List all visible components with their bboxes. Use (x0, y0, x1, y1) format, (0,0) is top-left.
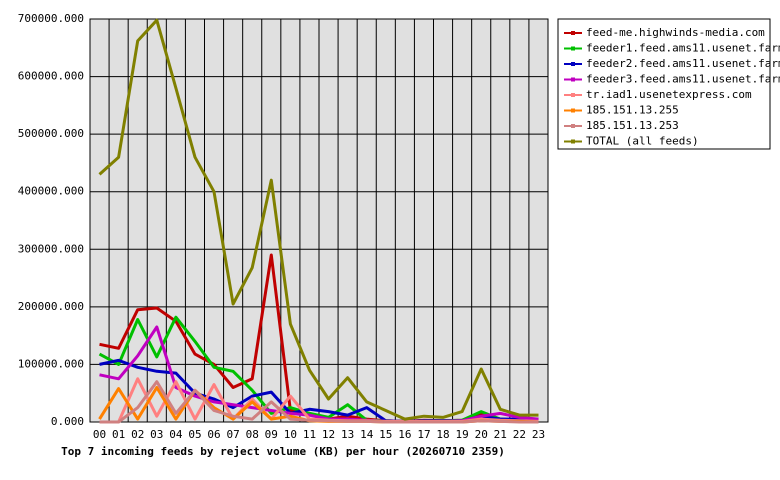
legend-label: TOTAL (all feeds) (586, 135, 699, 148)
legend-marker (571, 93, 575, 97)
x-tick-label: 17 (417, 428, 430, 441)
legend-marker (571, 108, 575, 113)
y-tick-label: 600000.000 (18, 70, 84, 83)
x-tick-label: 09 (265, 428, 278, 441)
y-tick-label: 300000.000 (18, 242, 84, 255)
x-tick-label: 02 (131, 428, 144, 441)
chart-title: Top 7 incoming feeds by reject volume (K… (61, 445, 505, 458)
x-tick-label: 23 (532, 428, 545, 441)
x-tick-label: 06 (207, 428, 220, 441)
x-tick-label: 12 (322, 428, 335, 441)
y-tick-label: 700000.000 (18, 12, 84, 25)
x-tick-label: 21 (494, 428, 507, 441)
legend-box (557, 18, 771, 150)
x-tick-label: 11 (303, 428, 316, 441)
x-tick-label: 22 (513, 428, 526, 441)
x-tick-label: 08 (246, 428, 259, 441)
legend-label: feeder2.feed.ams11.usenet.farm (586, 57, 780, 70)
x-tick-label: 01 (112, 428, 125, 441)
x-tick-label: 05 (188, 428, 201, 441)
legend-marker (571, 77, 575, 82)
y-tick-label: 500000.000 (18, 127, 84, 140)
legend-label: 185.151.13.255 (586, 104, 679, 117)
series-line (98, 18, 539, 421)
legend-marker (571, 31, 575, 35)
y-tick-label: 0.000 (51, 415, 84, 428)
legend-label: feeder3.feed.ams11.usenet.farm (586, 73, 780, 86)
legend-label: tr.iad1.usenetexpress.com (586, 88, 752, 101)
x-tick-label: 03 (150, 428, 163, 441)
x-tick-label: 18 (436, 428, 449, 441)
x-tick-label: 14 (360, 428, 374, 441)
x-tick-label: 07 (227, 428, 240, 441)
y-tick-label: 400000.000 (18, 185, 84, 198)
x-tick-label: 10 (284, 428, 297, 441)
series-line (99, 380, 539, 424)
x-tick-label: 04 (169, 428, 183, 441)
legend-marker (571, 139, 575, 144)
y-tick-label: 200000.000 (18, 300, 84, 313)
y-tick-label: 100000.000 (18, 357, 84, 370)
x-tick-label: 00 (93, 428, 106, 441)
legend-label: feed-me.highwinds-media.com (586, 26, 765, 39)
legend-marker (571, 124, 575, 128)
legend-label: feeder1.feed.ams11.usenet.farm (586, 42, 780, 55)
x-tick-label: 13 (341, 428, 354, 441)
legend-marker (571, 46, 575, 51)
legend-label: 185.151.13.253 (586, 119, 679, 132)
x-tick-label: 20 (475, 428, 488, 441)
legend-marker (571, 62, 575, 66)
x-tick-label: 19 (456, 428, 469, 441)
x-tick-label: 16 (398, 428, 411, 441)
x-tick-label: 15 (379, 428, 392, 441)
